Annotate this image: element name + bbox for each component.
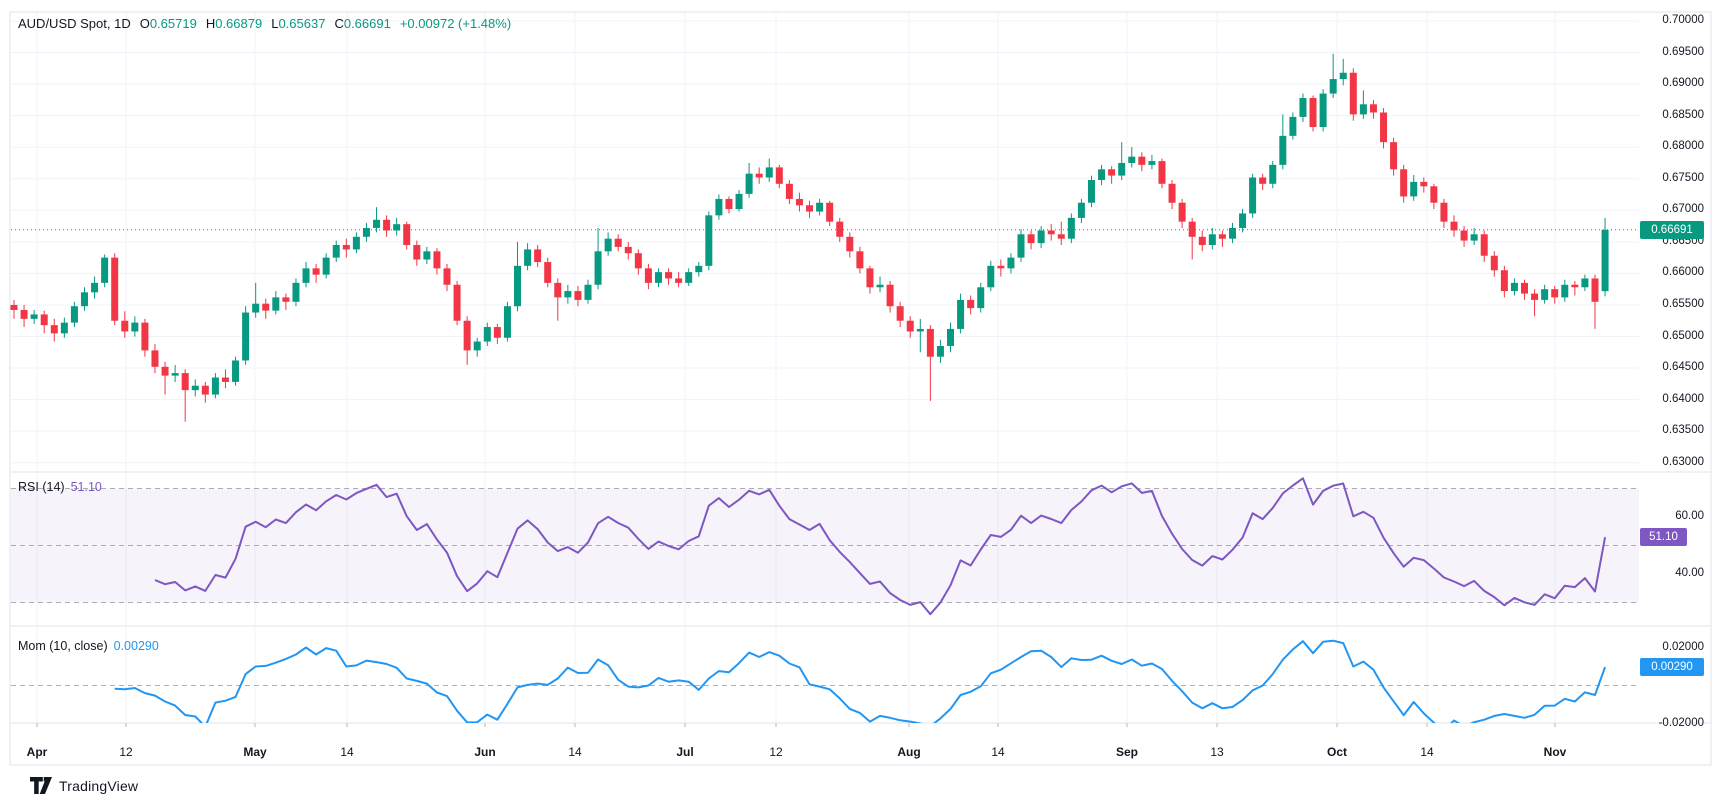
- ohlc-low: L0.65637: [271, 16, 326, 31]
- time-axis-label-12: 12: [769, 745, 783, 759]
- time-axis-label-12: 12: [119, 745, 133, 759]
- time-axis-label-14: 14: [568, 745, 582, 759]
- price-axis-label: 0.64500: [1662, 361, 1704, 374]
- price-axis-label: 0.63500: [1662, 424, 1704, 437]
- rsi-title: RSI (14): [18, 480, 65, 494]
- candle-series: [10, 53, 1609, 422]
- symbol-legend: AUD/USD Spot, 1D O0.65719 H0.66879 L0.65…: [18, 16, 511, 31]
- rsi-axis-label: 40.00: [1675, 567, 1704, 579]
- price-axis-label: 0.69000: [1662, 77, 1704, 90]
- rsi-legend: RSI (14) 51.10: [18, 480, 102, 494]
- mom-axis-label: 0.02000: [1662, 640, 1704, 653]
- time-axis-label-apr: Apr: [26, 745, 48, 759]
- mom-legend: Mom (10, close) 0.00290: [18, 639, 159, 653]
- change-value: +0.00972 (+1.48%): [399, 16, 512, 31]
- time-axis-label-may: May: [243, 745, 267, 759]
- time-axis-label-14: 14: [991, 745, 1005, 759]
- symbol-title: AUD/USD Spot, 1D: [18, 16, 131, 31]
- ohlc-close: C0.66691: [334, 16, 391, 31]
- mom-title: Mom (10, close): [18, 639, 108, 653]
- rsi-series: [154, 477, 1607, 616]
- last-price-badge: 0.66691: [1640, 220, 1704, 239]
- time-axis-label-14: 14: [340, 745, 354, 759]
- price-axis-label: 0.64000: [1662, 392, 1704, 405]
- time-axis-label-sep: Sep: [1115, 745, 1139, 759]
- price-axis-label: 0.67500: [1662, 171, 1704, 184]
- price-axis-label: 0.65500: [1662, 297, 1704, 310]
- price-axis-label: 0.68500: [1662, 108, 1704, 121]
- ohlc-high: H0.66879: [205, 16, 263, 31]
- tradingview-logo[interactable]: TradingView: [30, 776, 138, 795]
- mom-value-badge: 0.00290: [1640, 658, 1704, 677]
- rsi-axis-label: 60.00: [1675, 510, 1704, 522]
- time-axis-label-aug: Aug: [897, 745, 921, 759]
- price-axis-label: 0.68000: [1662, 140, 1704, 153]
- price-axis-label: 0.66000: [1662, 266, 1704, 279]
- time-axis-label-14: 14: [1420, 745, 1434, 759]
- time-axis-label-nov: Nov: [1543, 745, 1567, 759]
- brand-text: TradingView: [59, 777, 139, 794]
- price-axis-label: 0.70000: [1662, 14, 1704, 26]
- mom-axis-label: -0.02000: [1658, 716, 1704, 729]
- mom-series: [114, 639, 1607, 723]
- price-axis-label: 0.69500: [1662, 45, 1704, 58]
- price-axis-label: 0.63000: [1662, 455, 1704, 468]
- ohlc-open: O0.65719: [139, 16, 197, 31]
- time-axis-label-jun: Jun: [474, 745, 496, 759]
- time-axis-label-oct: Oct: [1326, 745, 1348, 759]
- price-axis-label: 0.67000: [1662, 203, 1704, 216]
- time-axis-label-13: 13: [1210, 745, 1224, 759]
- time-axis-label-jul: Jul: [676, 745, 694, 759]
- price-axis-label: 0.65000: [1662, 329, 1704, 342]
- rsi-value-badge: 51.10: [1640, 528, 1687, 547]
- rsi-current-value: 51.10: [70, 480, 102, 494]
- tradingview-logo-icon: [30, 776, 52, 795]
- mom-current-value: 0.00290: [113, 639, 159, 653]
